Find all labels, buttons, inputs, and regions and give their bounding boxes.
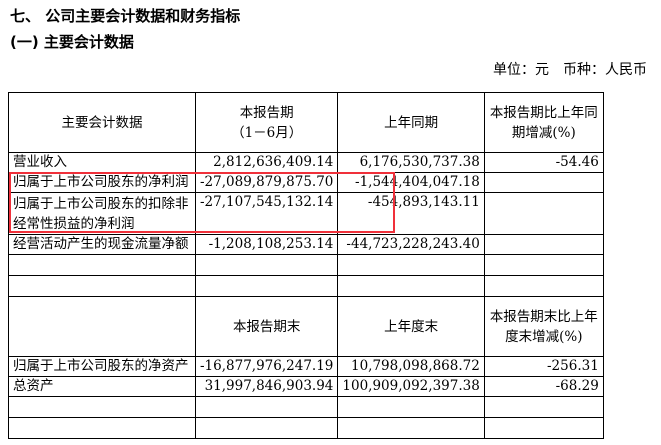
header-cell: 主要会计数据 (8, 92, 196, 153)
subsection-title: (一) 主要会计数据 (10, 33, 134, 51)
section-title: 七、 公司主要会计数据和财务指标 (10, 7, 241, 25)
cell-value (483, 234, 604, 255)
cell-value: -16,877,976,247.19 (194, 356, 339, 377)
cell-value: -54.46 (483, 152, 604, 173)
header-cell (8, 296, 196, 357)
empty-row (8, 417, 604, 439)
cell-value: -27,089,879,875.70 (194, 172, 339, 193)
table-row: 归属于上市公司股东的净利润 -27,089,879,875.70 -1,544,… (8, 172, 604, 193)
table-row: 归属于上市公司股东的扣除非经常性损益的净利润 -27,107,545,132.1… (8, 192, 604, 235)
cell-value (483, 192, 604, 235)
unit-label: 单位：元 (493, 62, 549, 78)
header-cell: 本报告期末比上年度末增减(%) (483, 296, 604, 357)
cell-value: 31,997,846,903.94 (194, 376, 339, 397)
cell-value: -1,208,108,253.14 (194, 234, 339, 255)
row-label: 归属于上市公司股东的净资产 (8, 356, 196, 377)
empty-row (8, 275, 604, 297)
table-header-row: 主要会计数据 本报告期 （1－6月） 上年同期 本报告期比上年同期增减(%) (8, 92, 604, 153)
row-label: 营业收入 (8, 152, 196, 173)
row-label: 总资产 (8, 376, 196, 397)
cell-value: 6,176,530,737.38 (337, 152, 485, 173)
header-cell: 本报告期末 (194, 296, 339, 357)
cell-value: -1,544,404,047.18 (337, 172, 485, 193)
cell-value: 10,798,098,868.72 (337, 356, 485, 377)
cell-value: 100,909,092,397.38 (337, 376, 485, 397)
cell-value: 2,812,636,409.14 (194, 152, 339, 173)
header-cell: 上年度末 (337, 296, 485, 357)
table-row: 总资产 31,997,846,903.94 100,909,092,397.38… (8, 376, 604, 397)
row-label: 归属于上市公司股东的扣除非经常性损益的净利润 (8, 192, 196, 235)
row-label: 经营活动产生的现金流量净额 (8, 234, 196, 255)
header-cell: 上年同期 (337, 92, 485, 153)
currency-label: 币种：人民币 (563, 62, 647, 78)
empty-row (8, 396, 604, 418)
table-row: 营业收入 2,812,636,409.14 6,176,530,737.38 -… (8, 152, 604, 173)
cell-value: -256.31 (483, 356, 604, 377)
cell-value (483, 172, 604, 193)
cell-value: -68.29 (483, 376, 604, 397)
unit-line: 单位：元 币种：人民币 (479, 59, 647, 79)
row-label: 归属于上市公司股东的净利润 (8, 172, 196, 193)
header-cell: 本报告期比上年同期增减(%) (483, 92, 604, 153)
table-row: 归属于上市公司股东的净资产 -16,877,976,247.19 10,798,… (8, 356, 604, 377)
table-header-row: 本报告期末 上年度末 本报告期末比上年度末增减(%) (8, 296, 604, 357)
cell-value: -44,723,228,243.40 (337, 234, 485, 255)
table-row: 经营活动产生的现金流量净额 -1,208,108,253.14 -44,723,… (8, 234, 604, 255)
cell-value: -454,893,143.11 (337, 192, 485, 235)
cell-value: -27,107,545,132.14 (194, 192, 339, 235)
accounting-data-table: 主要会计数据 本报告期 （1－6月） 上年同期 本报告期比上年同期增减(%) 营… (8, 92, 604, 439)
empty-row (8, 254, 604, 276)
header-cell: 本报告期 （1－6月） (194, 92, 339, 153)
